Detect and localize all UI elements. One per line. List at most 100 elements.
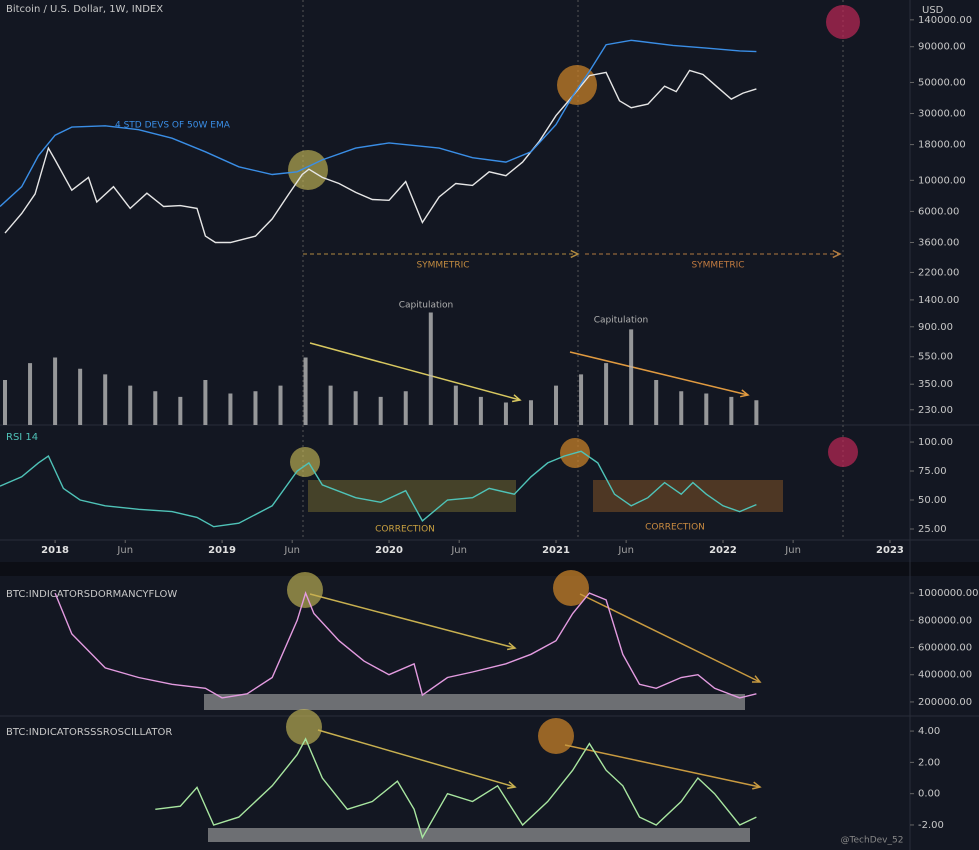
y-tick-label: -2.00 (918, 820, 944, 831)
arrow (564, 744, 761, 788)
arrow-head (752, 781, 762, 790)
y-tick-label: 0.00 (918, 789, 940, 800)
x-tick-label: 2021 (542, 545, 570, 556)
volume-bar (78, 368, 83, 425)
arrow-head (751, 675, 762, 683)
volume-bar (579, 374, 584, 425)
y-tick-label: 30000.00 (918, 109, 966, 120)
y-tick-label: 50.00 (918, 495, 947, 506)
annotation: CORRECTION (375, 525, 435, 535)
x-tick-label: Jun (450, 545, 467, 556)
arrow-head (740, 389, 750, 398)
annotation: SYMMETRIC (691, 261, 744, 271)
annotation: @TechDev_52 (841, 836, 904, 846)
highlight-circle (826, 5, 860, 39)
pane-title: RSI 14 (6, 432, 38, 443)
y-tick-label: 6000.00 (918, 206, 959, 217)
volume-bar (103, 374, 108, 425)
y-tick-label: 800000.00 (918, 615, 972, 626)
series-line (54, 591, 757, 699)
series-label: 4 STD DEVS OF 50W EMA (115, 121, 231, 131)
volume-bar (453, 385, 458, 425)
chart-title: Bitcoin / U.S. Dollar, 1W, INDEX (6, 4, 163, 15)
volume-bar (53, 357, 58, 425)
y-tick-label: 10000.00 (918, 175, 966, 186)
annotation: SYMMETRIC (416, 261, 469, 271)
x-tick-label: 2022 (709, 545, 737, 556)
highlight-circle (828, 437, 858, 467)
y-tick-label: 75.00 (918, 466, 947, 477)
highlight-circle (286, 709, 322, 745)
annotation: CORRECTION (645, 523, 705, 533)
arrow-head (570, 249, 580, 259)
volume-bar (428, 312, 433, 425)
y-tick-label: 900.00 (918, 322, 953, 333)
y-tick-label: 550.00 (918, 352, 953, 363)
pane-title: BTC:INDICATORSDORMANCYFLOW (6, 589, 177, 600)
y-tick-label: 4.00 (918, 726, 940, 737)
volume-bar (378, 396, 383, 425)
arrow-head (507, 642, 517, 651)
y-tick-label: 50000.00 (918, 77, 966, 88)
x-tick-label: Jun (784, 545, 801, 556)
x-tick-label: Jun (116, 545, 133, 556)
highlight-circle (538, 718, 574, 754)
volume-bar (353, 391, 358, 425)
volume-bar (303, 357, 308, 425)
y-tick-label: 2.00 (918, 757, 940, 768)
decorations (286, 5, 860, 790)
y-tick-label: 100.00 (918, 437, 953, 448)
y-tick-label: 400000.00 (918, 670, 972, 681)
volume-bar (3, 380, 8, 425)
x-tick-label: Jun (617, 545, 634, 556)
arrow (569, 351, 749, 396)
highlight-circle (553, 570, 589, 606)
volume-bar (153, 391, 158, 425)
volume-bar (754, 400, 759, 425)
highlight-box (308, 480, 516, 512)
y-tick-label: 2200.00 (918, 267, 959, 278)
volume-bar (704, 393, 709, 425)
volume-bar (128, 385, 133, 425)
arrow-head (506, 781, 517, 790)
volume-bar (478, 396, 483, 425)
x-tick-label: 2023 (876, 545, 904, 556)
series-line (4, 69, 757, 244)
y-tick-label: 18000.00 (918, 140, 966, 151)
series-line (0, 39, 757, 208)
highlight-box (208, 828, 750, 842)
volume-bar (278, 385, 283, 425)
y-tick-label: 140000.00 (918, 15, 972, 26)
y-axis-label: USD (922, 5, 944, 16)
volume-bar (203, 380, 208, 425)
x-tick-label: 2018 (41, 545, 69, 556)
volume-bar (528, 400, 533, 425)
volume-bar (654, 380, 659, 425)
volume-bar (28, 363, 33, 425)
series-line (155, 737, 757, 840)
highlight-box (204, 694, 745, 710)
highlight-circle (287, 572, 323, 608)
annotation: Capitulation (594, 316, 649, 326)
arrow (309, 342, 521, 401)
annotation: Capitulation (399, 301, 454, 311)
y-tick-label: 1000000.00 (918, 588, 978, 599)
volume-bar (679, 391, 684, 425)
y-tick-label: 1400.00 (918, 295, 959, 306)
x-tick-label: 2020 (375, 545, 403, 556)
arrow (317, 729, 516, 788)
y-tick-label: 25.00 (918, 524, 947, 535)
volume-bar (253, 391, 258, 425)
y-tick-label: 200000.00 (918, 697, 972, 708)
arrow-head (832, 249, 842, 259)
y-tick-label: 600000.00 (918, 643, 972, 654)
volume-bar (554, 385, 559, 425)
volume-bar (629, 329, 634, 425)
arrow-head (511, 394, 522, 403)
x-tick-label: Jun (283, 545, 300, 556)
series-line (0, 450, 757, 528)
x-tick-label: 2019 (208, 545, 236, 556)
highlight-box (593, 480, 783, 512)
